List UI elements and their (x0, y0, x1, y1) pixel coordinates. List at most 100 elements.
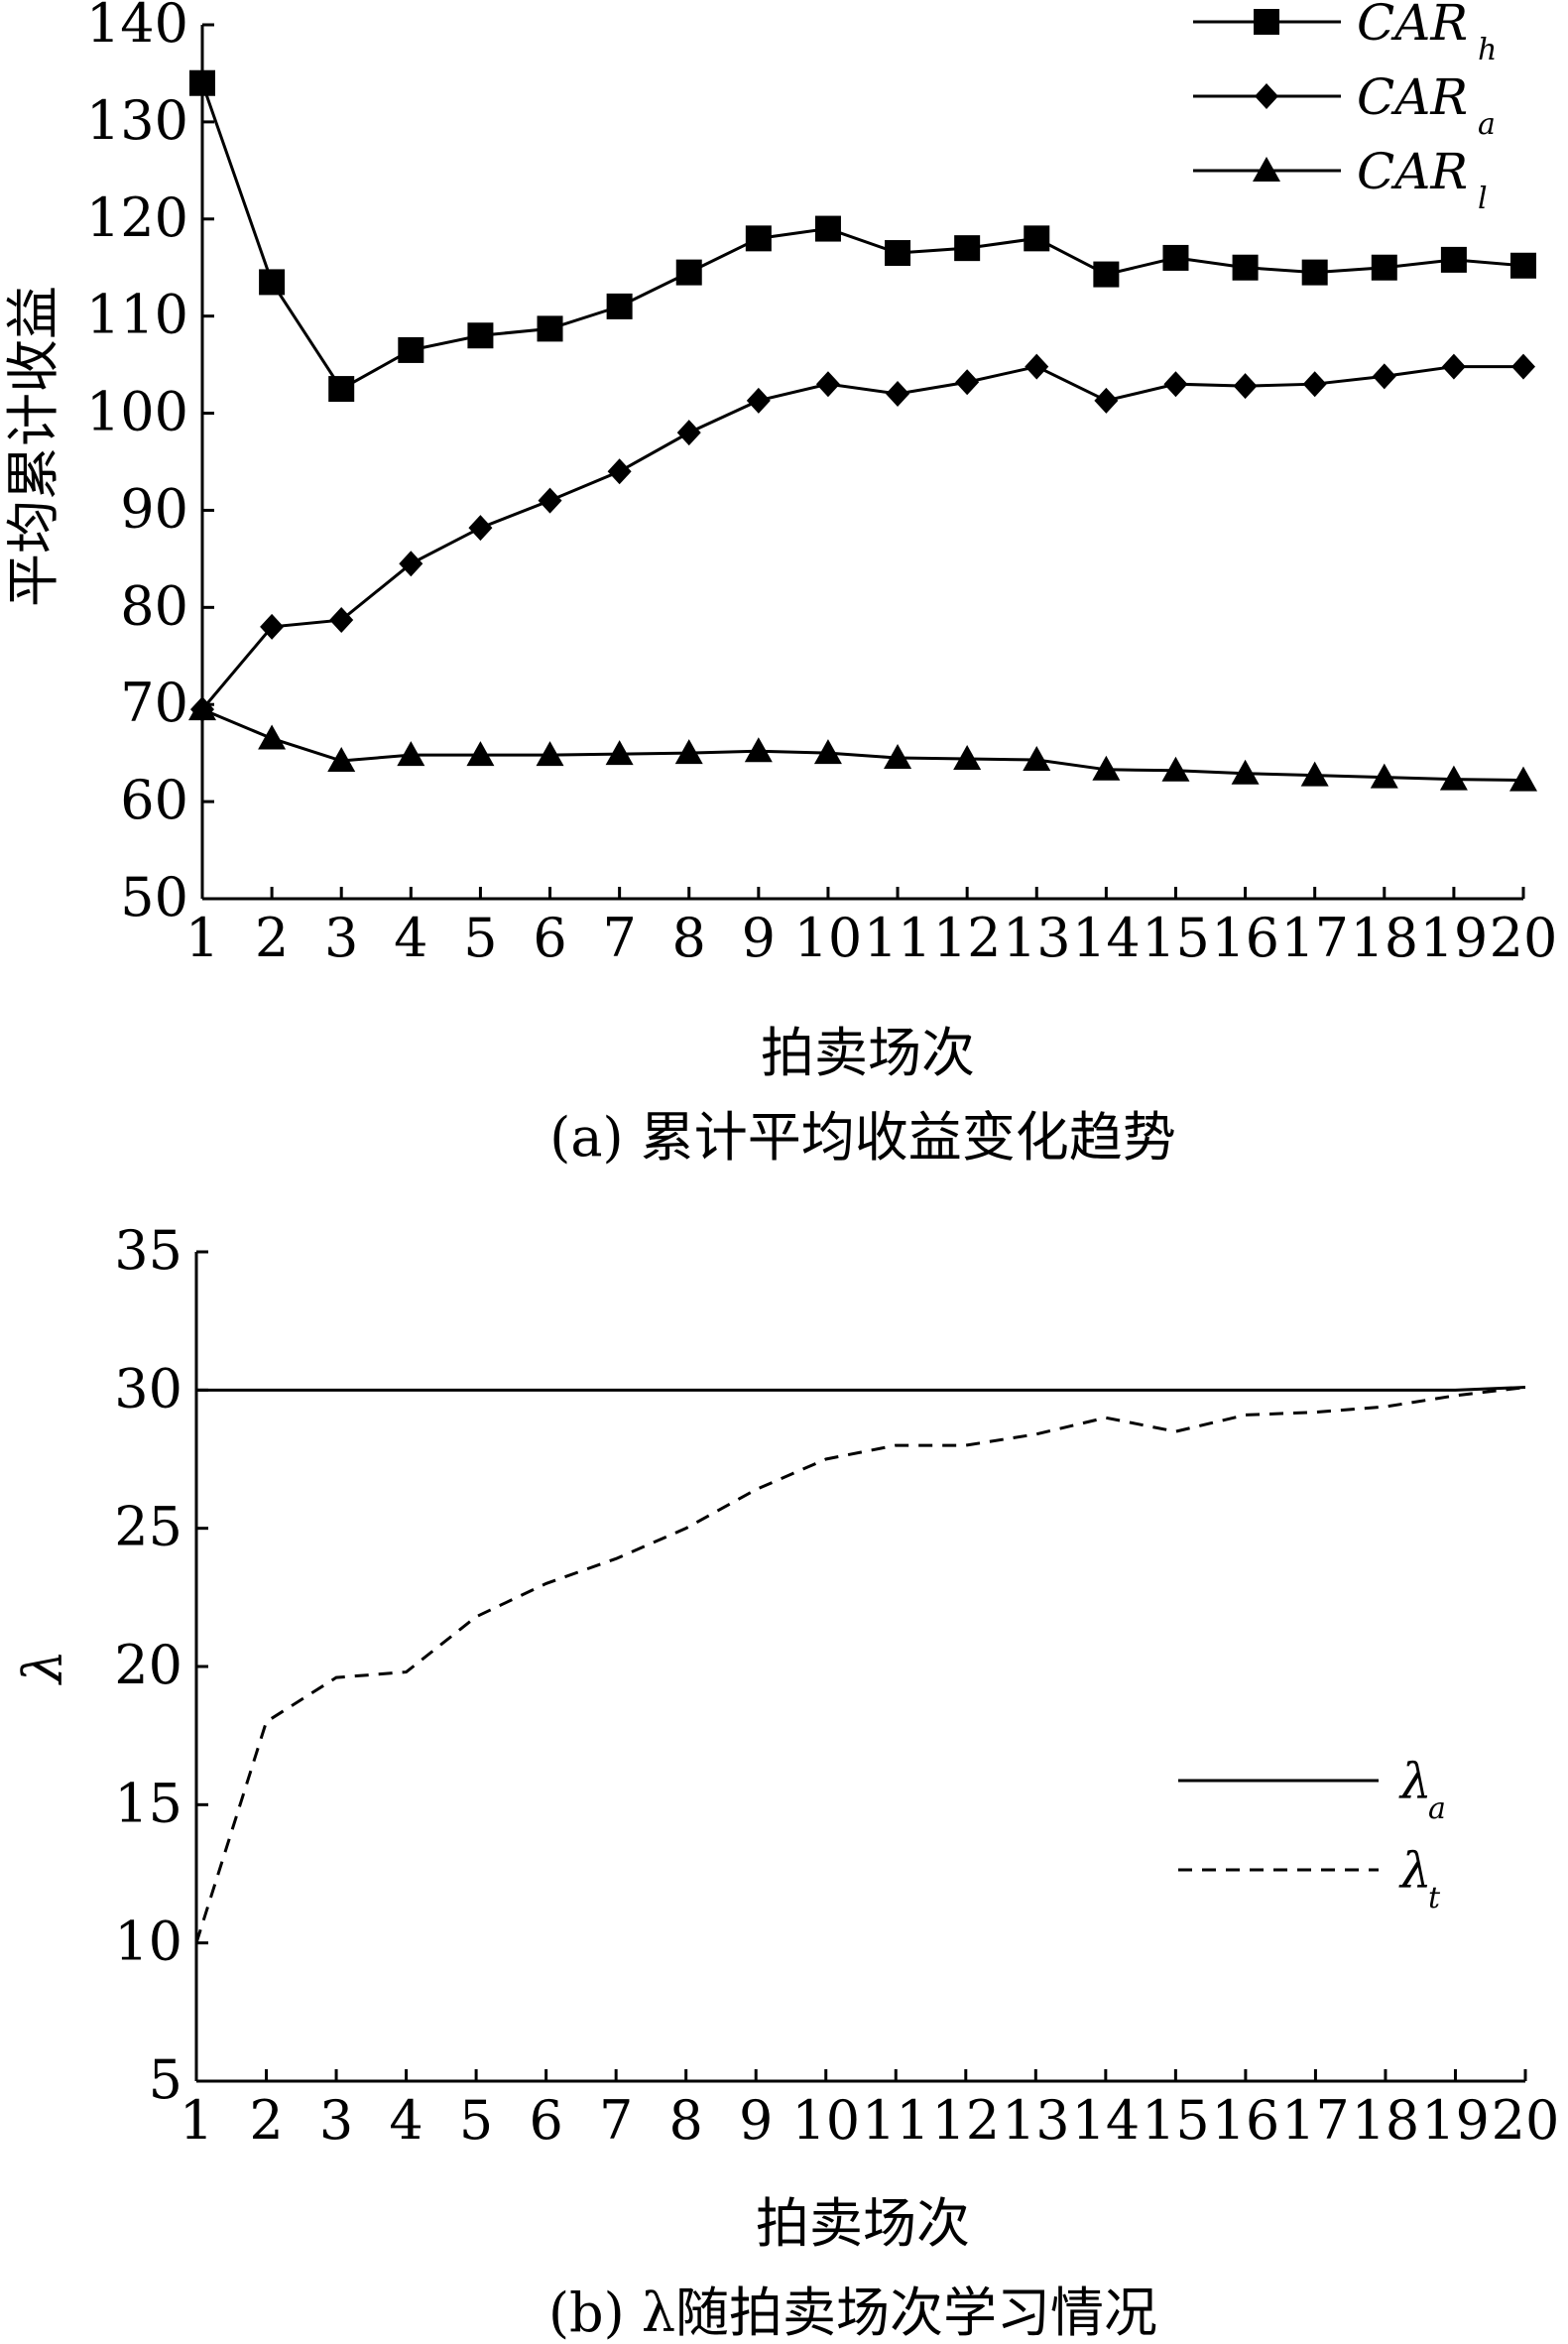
chart-a-series-h-point (1510, 252, 1536, 279)
chart-a-series-l-point (744, 737, 773, 763)
chart-a-x-tick-label: 11 (864, 907, 932, 969)
chart-a-x-tick-label: 15 (1142, 907, 1210, 969)
chart-a-series-a-point (1302, 371, 1327, 398)
chart-a-x-tick-label: 7 (602, 907, 636, 969)
chart-b-x-tick-label: 15 (1142, 2089, 1210, 2152)
chart-a-y-tick-label: 120 (86, 186, 188, 249)
chart-a-series-h-point (745, 225, 772, 252)
chart-b-x-tick-label: 5 (459, 2089, 493, 2152)
chart-a-series-a-point (260, 613, 285, 640)
chart-a-series-a-point (399, 551, 423, 577)
chart-b-y-tick-label: 15 (114, 1772, 182, 1834)
chart-a-series-l-point (1092, 755, 1121, 781)
chart-a-series-a-point (746, 387, 771, 414)
chart-a-y-tick-label: 70 (120, 672, 188, 734)
chart-a-y-tick-label: 100 (86, 381, 188, 443)
legend-a-marker (1255, 83, 1278, 109)
chart-a-x-tick-label: 5 (463, 907, 497, 969)
chart-a-series-l-point (536, 741, 564, 767)
chart-a-x-tick-label: 2 (255, 907, 289, 969)
chart-b-x-tick-label: 17 (1281, 2089, 1350, 2152)
chart-a-series-l-point (327, 746, 356, 772)
chart-a-series-h-point (1440, 246, 1467, 273)
chart-b-x-tick-label: 1 (180, 2089, 213, 2152)
chart-a-x-tick-label: 6 (533, 907, 566, 969)
chart-b-y-tick-label: 25 (114, 1496, 182, 1558)
chart-a-series-l-point (605, 740, 634, 766)
chart-b-x-tick-label: 3 (319, 2089, 353, 2152)
chart-b-y-tick-label: 5 (149, 2048, 182, 2111)
legend-a-label: CAR (1357, 68, 1468, 126)
chart-a-legend: CAR h CAR a CAR l (1193, 0, 1497, 216)
chart-a-series-a-point (1372, 363, 1396, 390)
legend-l-label: CAR (1357, 143, 1468, 200)
chart-b-x-tick-label: 8 (669, 2089, 703, 2152)
chart-a-series-a-point (1441, 353, 1466, 380)
chart-a-series-h-point (1162, 244, 1189, 271)
chart-a-series-l-point (466, 741, 495, 767)
chart-a-series-h-point (467, 322, 494, 349)
chart-a-series-l-point (813, 739, 842, 765)
chart-a-series-a-point (1233, 373, 1258, 400)
chart-a-x-ticks: 1 2 3 4 5 6 7 8 9 10 11 12 13 14 15 16 17 18 19 20 (185, 887, 1557, 969)
chart-a-x-tick-label: 1 (185, 907, 219, 969)
chart-b-y-ticks: 5 10 15 20 25 30 35 (114, 1219, 208, 2111)
chart-b-series-λ-t-line (194, 1386, 1526, 1944)
chart-a-x-tick-label: 12 (933, 907, 1002, 969)
chart-b-x-tick-label: 18 (1352, 2089, 1420, 2152)
chart-a-series-h-point (1024, 225, 1050, 252)
chart-b-x-tick-label: 9 (739, 2089, 773, 2152)
chart-b-x-tick-label: 14 (1071, 2089, 1140, 2152)
chart-a-series-h-point (189, 69, 215, 96)
chart-a-caption: (a) 累计平均收益变化趋势 (549, 1106, 1176, 1169)
chart-a-series-h-point (954, 235, 981, 262)
chart-a-y-ticks: 50 60 70 80 90 100 110 120 130 140 (86, 0, 214, 928)
chart-b-x-tick-label: 2 (249, 2089, 283, 2152)
chart-a-series-l-point (188, 695, 216, 721)
chart-a-series-h-point (537, 315, 563, 342)
chart-a-series-a-point (1511, 353, 1535, 380)
chart-a-series-l-point (397, 741, 425, 767)
chart-a-x-tick-label: 10 (794, 907, 863, 969)
chart-a-y-tick-label: 140 (86, 0, 188, 55)
legend-a-subscript: a (1478, 107, 1496, 142)
chart-a-series-l-point (1300, 761, 1329, 787)
chart-a-series-a-point (329, 607, 354, 634)
legend-a-label: λ (1398, 1753, 1432, 1810)
chart-a-series-a-point (815, 371, 840, 398)
chart-b-x-tick-label: 7 (599, 2089, 633, 2152)
chart-b-y-tick-label: 30 (114, 1357, 182, 1419)
chart-a-series-l-point (1023, 746, 1051, 772)
legend-a-subscript: a (1428, 1791, 1446, 1826)
chart-a-series-a-point (955, 369, 980, 396)
chart-a-series-h-point (328, 376, 355, 403)
chart-a-series-l-point (1161, 756, 1190, 782)
chart-a-series-a-point (607, 458, 632, 485)
chart-a-series-a-point (1094, 387, 1119, 414)
chart-b-x-tick-label: 6 (529, 2089, 562, 2152)
chart-a-series-l-point (1370, 763, 1398, 789)
chart-b-caption: (b) λ随拍卖场次学习情况 (548, 2282, 1157, 2344)
chart-a-series-h-point (675, 259, 702, 286)
chart-b-x-tick-label: 12 (931, 2089, 1000, 2152)
chart-b-y-tick-label: 35 (114, 1219, 182, 1282)
chart-a-x-tick-label: 4 (394, 907, 427, 969)
chart-b-y-tick-label: 10 (114, 1911, 182, 1973)
chart-a-y-tick-label: 80 (120, 574, 188, 637)
chart-a-series-a-point (1163, 371, 1188, 398)
chart-a-series-h-point (398, 336, 424, 363)
chart-b-x-tick-label: 10 (791, 2089, 860, 2152)
chart-a-axes (200, 25, 1523, 901)
chart-a-x-axis-label: 拍卖场次 (761, 1022, 975, 1084)
chart-a-x-tick-label: 18 (1350, 907, 1418, 969)
chart-b-x-tick-label: 4 (389, 2089, 422, 2152)
chart-a-x-tick-label: 19 (1420, 907, 1489, 969)
chart-a-series-h-point (1371, 254, 1397, 281)
legend-l-marker (1253, 157, 1280, 182)
chart-b-x-ticks: 1 2 3 4 5 6 7 8 9 10 11 12 13 14 15 16 17 18 19 20 (180, 2069, 1559, 2152)
chart-a-x-tick-label: 3 (324, 907, 358, 969)
chart-a-y-tick-label: 130 (86, 89, 188, 152)
chart-a-series-h-point (606, 293, 633, 319)
chart-a-series-a-point (538, 487, 562, 514)
